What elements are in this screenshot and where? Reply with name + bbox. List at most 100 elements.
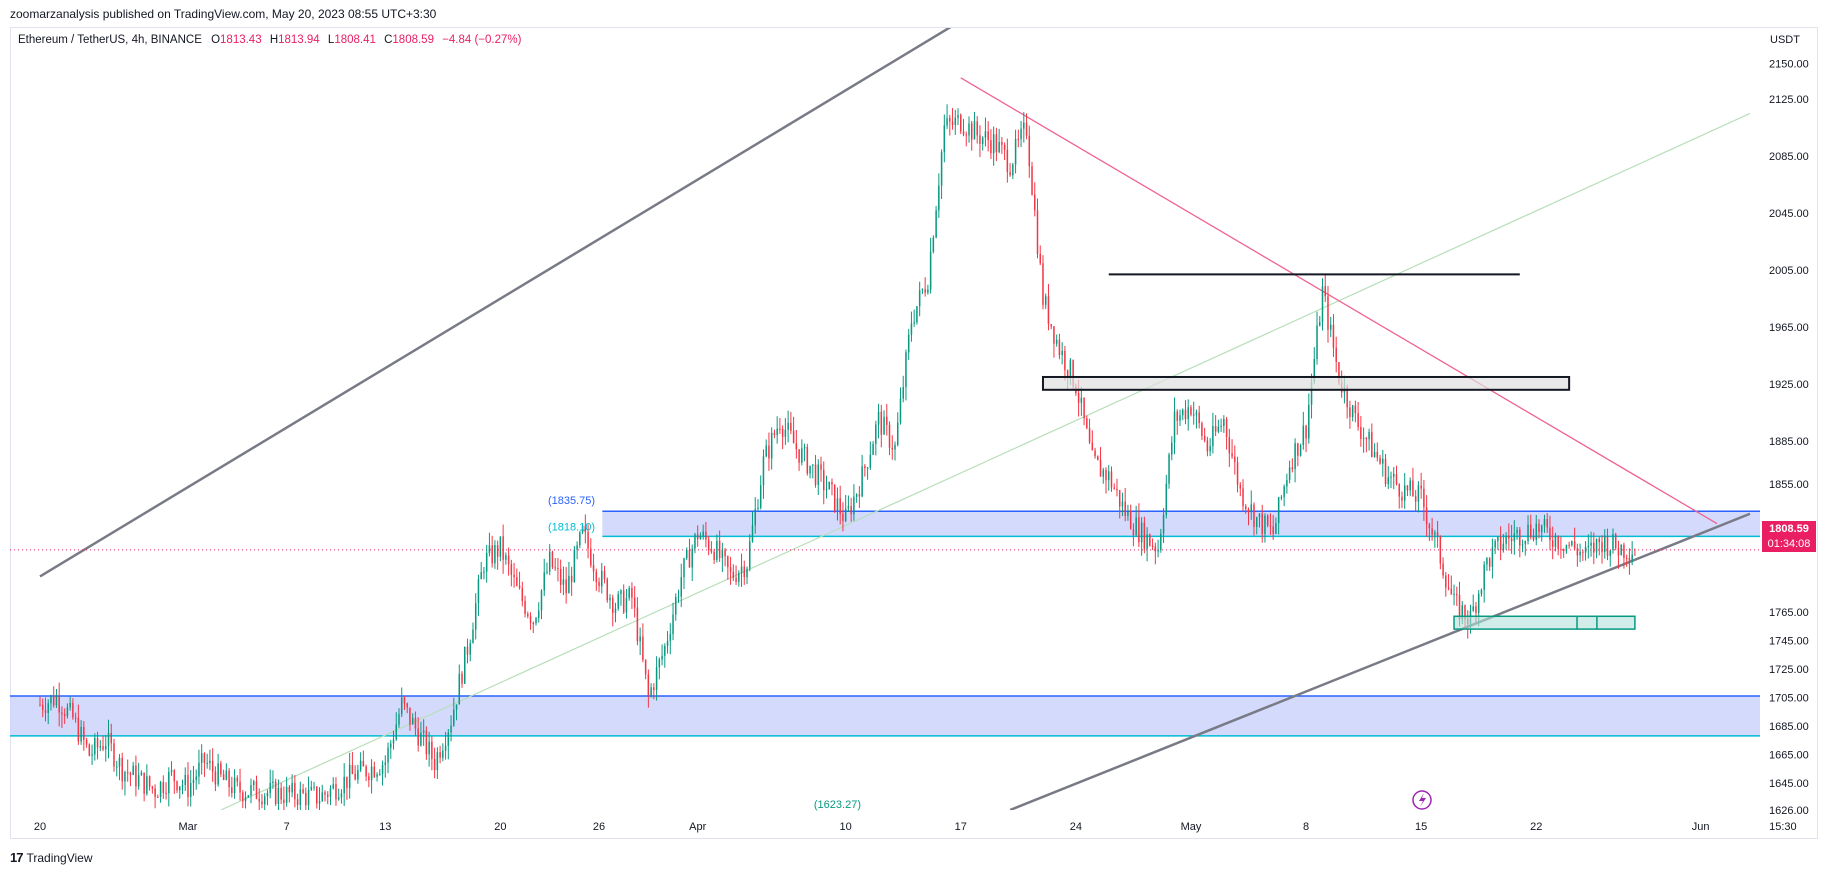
candle [1412, 480, 1414, 497]
candle [420, 732, 422, 746]
candle [1453, 593, 1455, 595]
candle [291, 782, 293, 793]
candle [609, 598, 611, 601]
candle [1014, 139, 1017, 165]
candle [918, 290, 921, 307]
candle [41, 704, 44, 710]
candle [894, 444, 896, 450]
candle [272, 781, 274, 783]
candle [787, 422, 789, 430]
chart-frame[interactable] [10, 27, 1818, 839]
candle [1165, 483, 1168, 516]
candle [442, 750, 444, 758]
candle [1527, 524, 1529, 541]
candle [951, 121, 954, 125]
high-label: H [269, 34, 279, 46]
candle [1297, 443, 1299, 456]
candle [1105, 469, 1107, 481]
low-value: 1808.41 [334, 34, 376, 46]
candle [724, 549, 726, 557]
candle [1436, 532, 1439, 537]
candle [329, 788, 332, 797]
y-tick-label: 1705.00 [1769, 692, 1809, 704]
candle [949, 118, 951, 122]
candle [1280, 497, 1283, 499]
candle [910, 323, 913, 335]
candle [631, 588, 633, 598]
candle [444, 745, 447, 751]
candle [485, 553, 488, 572]
candle [1428, 524, 1431, 529]
candle [1149, 534, 1151, 546]
candle [77, 717, 80, 742]
candle [603, 570, 606, 580]
candle [321, 792, 324, 802]
event-flash-icon[interactable] [1412, 790, 1432, 810]
y-tick-label: 1925.00 [1769, 379, 1809, 391]
candle [376, 774, 378, 777]
candle [159, 782, 162, 798]
candle [85, 739, 88, 745]
candle [1354, 405, 1357, 414]
candle [1124, 501, 1126, 516]
candle [940, 152, 943, 186]
symbol-title[interactable]: Ethereum / TetherUS, 4h, BINANCE [18, 34, 202, 46]
candle [1277, 497, 1280, 524]
candle [1535, 523, 1538, 540]
candle [1392, 474, 1395, 477]
candle [392, 739, 395, 744]
candle [228, 770, 230, 788]
candle [110, 732, 113, 744]
candle [1327, 296, 1329, 330]
candle [422, 730, 425, 733]
candle [946, 118, 948, 126]
target-box [1453, 615, 1636, 630]
candle [776, 428, 778, 436]
candle [1508, 535, 1510, 539]
candle [1047, 296, 1050, 325]
candle [655, 667, 658, 691]
symbol-legend: Ethereum / TetherUS, 4h, BINANCE O1813.4… [18, 34, 521, 46]
candle [129, 773, 132, 775]
candle [247, 795, 250, 798]
candle [1620, 544, 1622, 556]
footer-brand[interactable]: 17 TradingView [10, 850, 93, 865]
candle [231, 787, 233, 794]
candle [614, 608, 617, 613]
candle [74, 717, 77, 719]
candle [1220, 425, 1222, 427]
candle [252, 781, 255, 786]
candle [1420, 485, 1422, 489]
candle [1499, 536, 1502, 550]
candle [801, 448, 803, 463]
candle [72, 702, 74, 718]
candle [1264, 515, 1266, 534]
candle [858, 494, 861, 497]
candle [1390, 476, 1392, 478]
candle [1477, 593, 1480, 613]
candle [675, 596, 677, 615]
candle [1450, 588, 1453, 595]
candle [1628, 558, 1631, 561]
candle [1143, 522, 1146, 549]
candle [1302, 425, 1305, 446]
candle [960, 114, 962, 132]
candle [1286, 480, 1288, 487]
candle [1439, 536, 1442, 564]
candle [1214, 426, 1217, 432]
candle [83, 726, 85, 740]
candle [1025, 122, 1028, 136]
close-label: C [384, 34, 393, 46]
candle [869, 454, 872, 468]
candle [1181, 409, 1184, 416]
candle [1310, 381, 1313, 405]
candle [453, 709, 455, 726]
candle [970, 123, 973, 140]
candle [806, 447, 809, 474]
candle [1472, 606, 1474, 611]
candle [735, 577, 737, 582]
candle [1447, 587, 1450, 589]
candle [233, 777, 236, 794]
candle [628, 588, 630, 599]
